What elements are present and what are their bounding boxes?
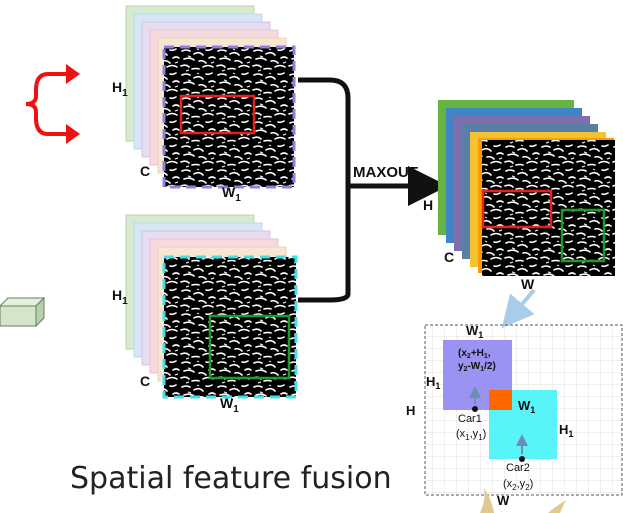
- bottom-height-label: H1: [112, 287, 128, 307]
- output-height-label: H: [423, 197, 433, 213]
- tan-decoration: [480, 488, 566, 513]
- maxout-label: MAXOUT: [353, 164, 418, 181]
- car2-point: [519, 456, 525, 462]
- merge-connector: [298, 77, 428, 303]
- red-bracket-icon: [25, 72, 70, 136]
- output-feature-map: [482, 140, 615, 276]
- output-channel-label: C: [444, 249, 454, 265]
- box2-height-label: H1: [559, 422, 573, 439]
- top-feature-map: [162, 45, 296, 189]
- red-arrowhead-bottom: [66, 124, 80, 144]
- bottom-width-label: W1: [220, 395, 239, 415]
- top-roi-red: [179, 94, 256, 135]
- overlap-region: [489, 390, 512, 410]
- box1-width-label: W1: [466, 323, 483, 340]
- caption: Spatial feature fusion: [70, 461, 392, 496]
- car1-point: [472, 406, 478, 412]
- top-feature-stack: [125, 5, 296, 189]
- car1-coord: (x1,y1): [456, 428, 486, 442]
- grid-height-label: H: [406, 403, 415, 418]
- box2-width-label: W1: [518, 398, 535, 415]
- car2-label: Car2: [506, 462, 530, 474]
- bottom-channel-label: C: [140, 373, 150, 389]
- output-roi-green: [560, 208, 606, 263]
- zoom-arrow: [501, 288, 536, 329]
- grid-width-label: W: [497, 493, 510, 508]
- overlap-grid-panel: [424, 324, 623, 496]
- bottom-feature-stack: [125, 214, 298, 399]
- top-height-label: H1: [112, 79, 128, 99]
- bottom-feature-map: [162, 255, 298, 399]
- output-width-label: W: [521, 276, 535, 292]
- top-width-label: W1: [222, 184, 241, 204]
- car1-label: Car1: [458, 413, 482, 425]
- top-channel-label: C: [140, 163, 150, 179]
- box1-height-label: H1: [426, 374, 440, 391]
- bottom-roi-green: [208, 314, 291, 380]
- output-roi-red: [481, 189, 553, 229]
- box1-coord-line1: (x2+H1,: [458, 348, 491, 360]
- red-arrowhead-top: [66, 64, 80, 84]
- box1-coord-line2: y2-W1/2): [458, 361, 496, 373]
- feature-box-icon: [0, 296, 46, 328]
- output-feature-stack: [438, 100, 615, 276]
- car2-coord: (x2,y2): [503, 478, 533, 492]
